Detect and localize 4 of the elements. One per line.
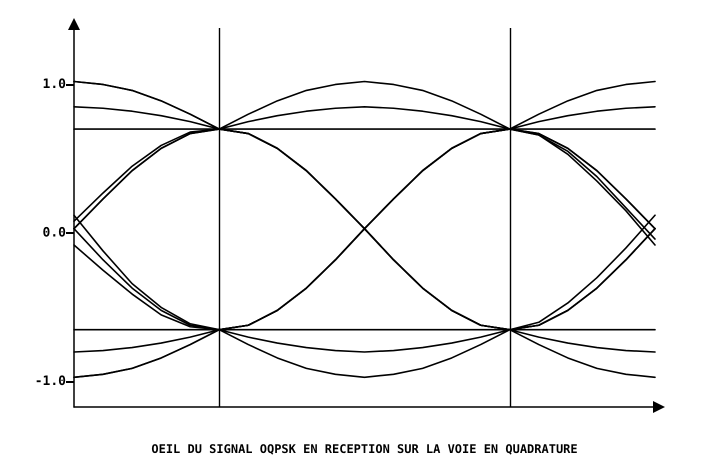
x-axis-title: OEIL DU SIGNAL OQPSK EN RECEPTION SUR LA VOIE EN QUADRATURE <box>151 442 578 456</box>
y-tick-label: -1.0 <box>34 374 66 390</box>
y-tick-label: 1.0 <box>42 76 66 92</box>
y-tick-label: 0.0 <box>42 226 66 241</box>
